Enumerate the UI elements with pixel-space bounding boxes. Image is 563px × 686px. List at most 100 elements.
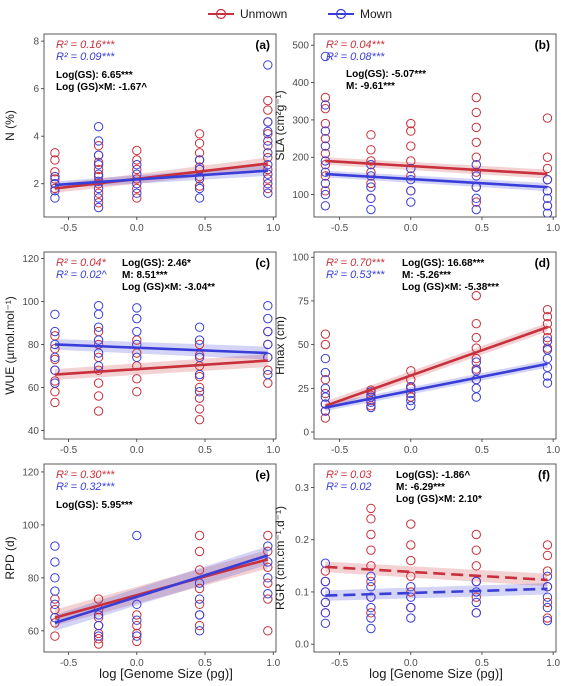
stat-line: Log(GS): 5.95***: [56, 500, 133, 511]
data-point-mown: [320, 608, 331, 618]
y-tick-label: 120: [22, 254, 39, 265]
data-point-mown: [194, 164, 205, 175]
data-point-mown: [406, 388, 416, 399]
data-point-mown: [542, 602, 553, 613]
data-point-unmown: [406, 126, 416, 136]
data-point-unmown: [194, 620, 205, 631]
stat-line: M: -9.61***: [346, 81, 395, 92]
data-point-mown: [93, 348, 104, 358]
data-point-unmown: [471, 290, 481, 301]
r2-label-mown: R² = 0.02: [326, 481, 372, 493]
data-point-unmown: [366, 156, 376, 166]
data-point-mown: [93, 202, 104, 213]
y-tick-label: 0: [303, 428, 309, 439]
data-point-unmown: [132, 610, 142, 620]
data-point-unmown: [132, 374, 142, 384]
x-tick-label: 0.5: [475, 658, 489, 669]
data-point-unmown: [194, 148, 205, 158]
y-tick-label: 2: [33, 179, 39, 190]
data-point-mown: [406, 602, 416, 613]
r2-label-mown: R² = 0.02^: [56, 269, 108, 281]
data-point-unmown: [194, 393, 205, 403]
x-tick-label: 0.0: [404, 223, 418, 234]
data-point-mown: [471, 171, 481, 181]
data-point-mown: [132, 352, 142, 363]
data-point-mown: [542, 592, 553, 602]
fit-line-mown: [325, 172, 548, 189]
data-point-mown: [50, 352, 60, 363]
data-point-mown: [406, 613, 416, 623]
data-point-mown: [263, 126, 273, 137]
data-point-unmown: [93, 594, 104, 604]
data-point-unmown: [406, 540, 416, 550]
data-point-unmown: [320, 566, 331, 576]
y-tick-label: 60: [28, 626, 40, 637]
plot-area: [50, 301, 273, 425]
data-point-unmown: [263, 174, 273, 184]
legend-mown-marker: [335, 8, 347, 20]
data-point-unmown: [471, 107, 481, 118]
fit-line-mown: [54, 169, 268, 187]
panel-label: (b): [535, 38, 550, 52]
panel-label: (a): [255, 38, 270, 52]
data-point-mown: [366, 582, 376, 592]
y-tick-label: 8: [33, 37, 39, 48]
y-axis-label: Hmax (cm): [273, 316, 287, 375]
data-point-unmown: [194, 371, 205, 382]
data-point-mown: [320, 100, 331, 110]
data-point-unmown: [194, 599, 205, 610]
data-point-mown: [542, 208, 553, 217]
stat-line: Log(GS): 6.65***: [56, 70, 133, 81]
y-tick-label: 200: [292, 153, 309, 164]
data-point-unmown: [542, 540, 553, 550]
x-tick-label: 1.0: [266, 223, 280, 234]
data-point-mown: [263, 589, 273, 599]
data-point-unmown: [132, 193, 142, 203]
data-point-mown: [50, 326, 60, 337]
fit-line-mown: [54, 343, 268, 355]
data-point-mown: [93, 121, 104, 132]
y-tick-label: 6: [33, 84, 39, 95]
data-point-mown: [542, 571, 553, 581]
data-point-unmown: [132, 164, 142, 175]
stat-line: Log(GS): -1.86^: [396, 470, 470, 481]
data-point-mown: [50, 557, 60, 567]
data-point-unmown: [263, 578, 273, 588]
y-tick-label: 100: [292, 190, 309, 201]
panel-label: (d): [535, 256, 550, 270]
panel-label: (e): [255, 468, 270, 482]
data-point-unmown: [132, 183, 142, 194]
data-point-mown: [50, 186, 60, 196]
x-tick-label: 0.5: [198, 445, 212, 456]
data-point-unmown: [50, 354, 60, 365]
data-point-mown: [263, 339, 273, 350]
data-point-unmown: [542, 613, 553, 623]
x-tick-label: 0.5: [198, 223, 212, 234]
data-point-unmown: [471, 92, 481, 103]
data-point-unmown: [132, 387, 142, 397]
data-point-unmown: [263, 562, 273, 572]
data-point-unmown: [471, 561, 481, 571]
data-point-unmown: [366, 178, 376, 189]
data-point-unmown: [542, 304, 553, 315]
data-point-unmown: [542, 311, 553, 322]
y-tick-label: 100: [292, 253, 309, 264]
data-point-unmown: [194, 583, 205, 594]
data-point-mown: [542, 174, 553, 185]
data-point-unmown: [263, 141, 273, 151]
data-point-unmown: [542, 566, 553, 576]
y-tick-label: 75: [298, 296, 310, 307]
data-point-unmown: [263, 530, 273, 541]
data-point-unmown: [542, 550, 553, 561]
data-point-mown: [194, 626, 205, 636]
data-point-mown: [263, 148, 273, 158]
data-point-mown: [542, 378, 553, 388]
data-point-mown: [263, 301, 273, 311]
data-point-mown: [471, 597, 481, 608]
data-point-mown: [93, 631, 104, 641]
data-point-mown: [366, 193, 376, 204]
data-point-mown: [406, 186, 416, 196]
data-point-unmown: [320, 118, 331, 129]
data-point-mown: [263, 60, 273, 70]
data-point-mown: [132, 303, 142, 313]
